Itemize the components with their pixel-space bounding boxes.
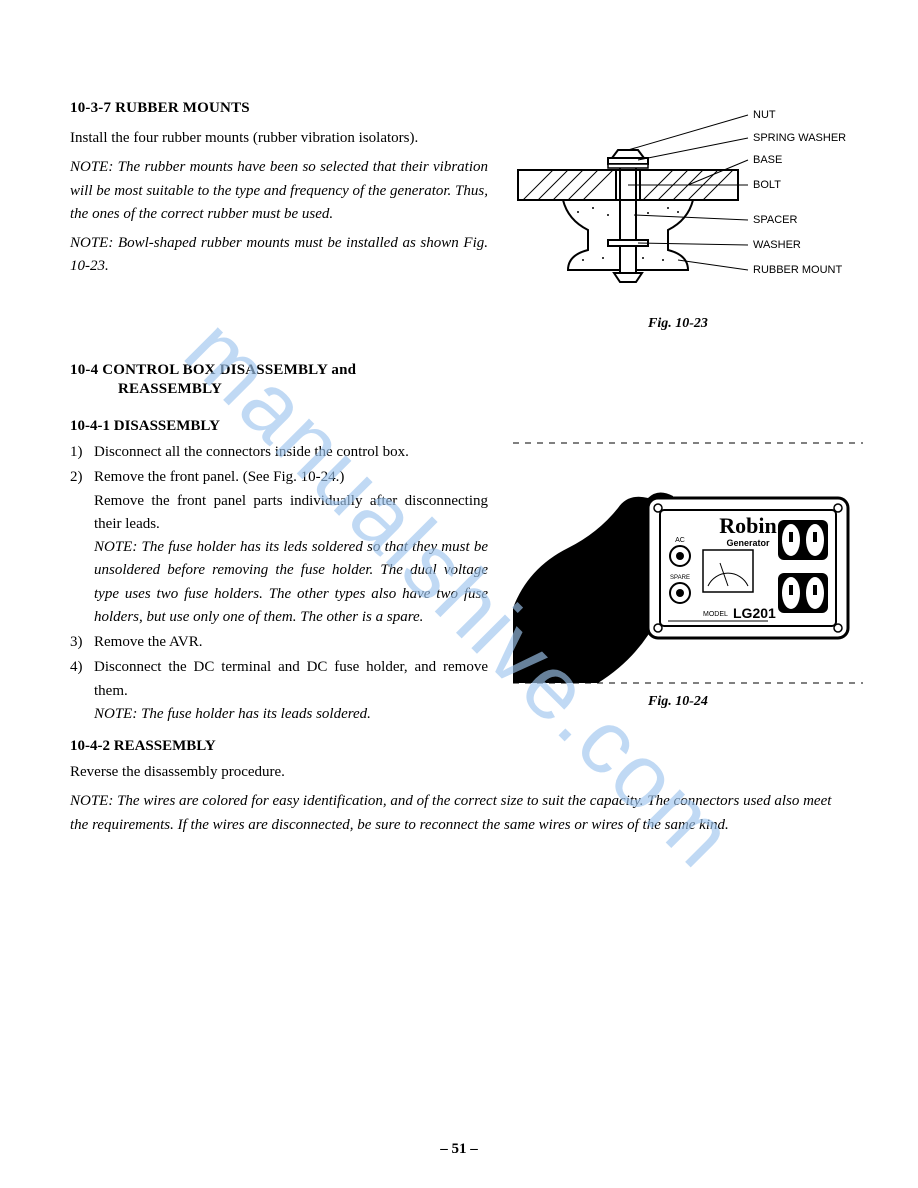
para-10-4-2: Reverse the disassembly procedure. (70, 761, 848, 784)
fig-10-23: NUT SPRING WASHER BASE BOLT SPACER WASHE… (508, 100, 848, 332)
panel-model: LG201 (733, 605, 776, 621)
heading-10-4-line1: 10-4 CONTROL BOX DISASSEMBLY and (70, 362, 848, 379)
label-base: BASE (753, 154, 782, 166)
step-4: 4) Disconnect the DC terminal and DC fus… (70, 656, 488, 726)
fig-10-24-svg: Robin Generator AC SPARE (508, 438, 868, 688)
heading-10-4-line2: REASSEMBLY (118, 381, 848, 398)
label-spring-washer: SPRING WASHER (753, 132, 846, 144)
section-10-4-1-row: 10-4-1 DISASSEMBLY 1) Disconnect all the… (70, 408, 848, 728)
section-10-3-7-text: 10-3-7 RUBBER MOUNTS Install the four ru… (70, 100, 488, 285)
label-bolt: BOLT (753, 179, 781, 191)
step-4-main: Disconnect the DC terminal and DC fuse h… (94, 659, 488, 698)
step-text-1: Disconnect all the connectors inside the… (94, 441, 488, 464)
page-number: – 51 – (0, 1141, 918, 1158)
section-10-4-1-text: 10-4-1 DISASSEMBLY 1) Disconnect all the… (70, 408, 488, 728)
step-3: 3) Remove the AVR. (70, 631, 488, 654)
step-2: 2) Remove the front panel. (See Fig. 10-… (70, 466, 488, 629)
step-num-4: 4) (70, 656, 94, 679)
note-10-3-7-2: NOTE: Bowl-shaped rubber mounts must be … (70, 232, 488, 279)
fig-10-23-svg: NUT SPRING WASHER BASE BOLT SPACER WASHE… (508, 100, 848, 310)
step-text-4: Disconnect the DC terminal and DC fuse h… (94, 656, 488, 726)
step-2-main: Remove the front panel. (See Fig. 10-24.… (94, 469, 344, 485)
step-num-3: 3) (70, 631, 94, 654)
note-10-4-2: NOTE: The wires are colored for easy ide… (70, 790, 848, 837)
panel-model-label: MODEL (703, 611, 728, 618)
fig-10-24-caption: Fig. 10-24 (508, 694, 848, 710)
fig-10-23-caption: Fig. 10-23 (508, 316, 848, 332)
section-10-4-heading: 10-4 CONTROL BOX DISASSEMBLY and REASSEM… (70, 362, 848, 398)
page: manualshive.com 10-3-7 RUBBER MOUNTS Ins… (0, 0, 918, 1188)
panel-ac-label: AC (675, 537, 685, 544)
fig-10-24-col: Robin Generator AC SPARE (508, 408, 848, 710)
panel-subtitle: Generator (726, 538, 770, 548)
heading-10-3-7: 10-3-7 RUBBER MOUNTS (70, 100, 488, 117)
step-1: 1) Disconnect all the connectors inside … (70, 441, 488, 464)
step-text-3: Remove the AVR. (94, 631, 488, 654)
panel-spare-label: SPARE (670, 575, 690, 581)
heading-10-4-2: 10-4-2 REASSEMBLY (70, 738, 848, 755)
label-nut: NUT (753, 109, 776, 121)
label-rubber-mount: RUBBER MOUNT (753, 264, 843, 276)
step-num-1: 1) (70, 441, 94, 464)
panel-brand: Robin (719, 513, 776, 538)
step-4-note: NOTE: The fuse holder has its leads sold… (94, 706, 371, 722)
section-10-4-2: 10-4-2 REASSEMBLY Reverse the disassembl… (70, 738, 848, 837)
label-spacer: SPACER (753, 214, 797, 226)
step-num-2: 2) (70, 466, 94, 489)
heading-10-4-1: 10-4-1 DISASSEMBLY (70, 418, 488, 435)
fig-10-23-col: NUT SPRING WASHER BASE BOLT SPACER WASHE… (508, 100, 848, 332)
step-2-note: NOTE: The fuse holder has its leds solde… (94, 539, 488, 625)
step-text-2: Remove the front panel. (See Fig. 10-24.… (94, 466, 488, 629)
disassembly-steps: 1) Disconnect all the connectors inside … (70, 441, 488, 726)
note-10-3-7-1: NOTE: The rubber mounts have been so sel… (70, 156, 488, 226)
para-10-3-7-1: Install the four rubber mounts (rubber v… (70, 127, 488, 150)
step-2-cont: Remove the front panel parts individuall… (94, 493, 488, 532)
label-washer: WASHER (753, 239, 801, 251)
section-10-3-7-row: 10-3-7 RUBBER MOUNTS Install the four ru… (70, 100, 848, 332)
fig-10-24: Robin Generator AC SPARE (508, 438, 848, 710)
